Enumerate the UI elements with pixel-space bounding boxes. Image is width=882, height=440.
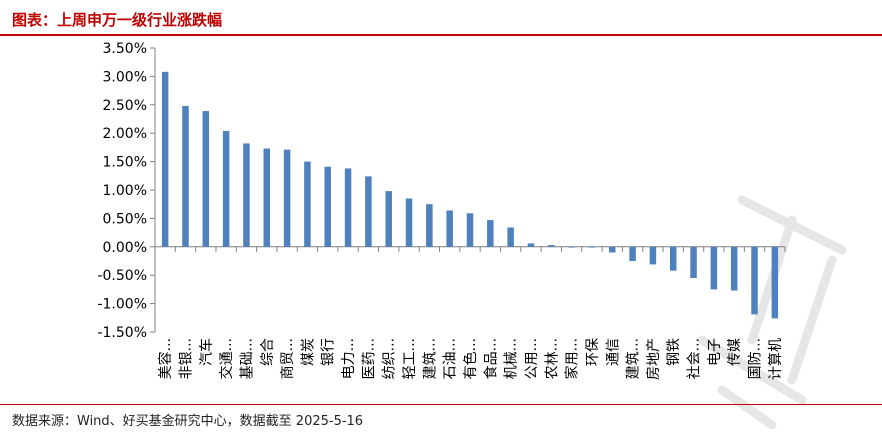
bar [751, 246, 758, 315]
bar [304, 161, 311, 247]
x-tick-label: 轻工... [402, 338, 418, 379]
x-tick-label: 房地产 [646, 338, 662, 380]
y-tick-label: -1.00% [97, 297, 147, 313]
watermark [697, 195, 847, 430]
x-tick-label: 建筑... [626, 338, 642, 379]
x-tick-label: 国防... [748, 338, 764, 379]
bar [487, 220, 494, 247]
x-tick-label: 钢铁 [666, 338, 682, 366]
bar [466, 213, 474, 247]
bar [324, 166, 331, 247]
x-tick-label: 银行 [321, 338, 337, 366]
x-tick-label: 商贸... [280, 338, 296, 379]
bar [385, 191, 392, 247]
x-tick-label: 基础... [238, 338, 255, 379]
bar [263, 148, 271, 247]
source-note: 数据来源：Wind、好买基金研究中心，数据截至 2025-5-16 [12, 414, 364, 429]
x-tick-label: 有色... [462, 338, 479, 379]
bar-chart: 3.50% 3.00% 2.50% 2.00% 1.50% 1.00% 0.50% 0.00%… [97, 41, 786, 380]
bar [527, 243, 535, 247]
y-tick-label: 2.00% [103, 126, 147, 142]
bar [202, 111, 210, 247]
bar [405, 198, 413, 247]
y-tick-label: 3.00% [103, 69, 147, 85]
y-tick-label: 3.50% [103, 41, 147, 57]
bar [771, 246, 779, 319]
bar [446, 210, 453, 247]
x-tick-label: 公用... [524, 338, 540, 379]
bar [507, 227, 514, 247]
bar [222, 130, 230, 247]
bar [182, 105, 189, 247]
bar [161, 71, 169, 247]
y-tick-label: 1.50% [103, 155, 147, 171]
x-tick-label: 美容... [157, 338, 174, 379]
bar [710, 246, 718, 290]
x-tick-label: 综合 [260, 338, 276, 366]
title-bar: 图表：上周申万一级行业涨跌幅 [0, 0, 882, 36]
x-tick-label: 通信 [605, 338, 621, 366]
bar [283, 149, 291, 247]
x-tick-label: 交通... [218, 338, 235, 379]
y-tick-label: 1.00% [103, 183, 147, 199]
bar [649, 246, 657, 265]
x-tick-label: 机械... [504, 338, 520, 379]
x-tick-label: 医药... [361, 338, 377, 379]
x-tick-label: 纺织... [382, 338, 398, 379]
x-tick-label: 电力... [341, 338, 357, 379]
bar [629, 246, 636, 261]
x-tick-label: 环保 [585, 338, 601, 366]
footer-divider [0, 404, 882, 405]
x-tick-label: 社会... [687, 338, 703, 379]
bar [344, 168, 352, 247]
bar [568, 246, 575, 248]
y-tick-label: -0.50% [97, 268, 147, 284]
x-tick-label: 农林... [544, 338, 560, 379]
bar [365, 176, 372, 247]
y-tick-label: 0.50% [103, 211, 147, 227]
bar [669, 246, 677, 271]
y-tick-label: 0.00% [103, 240, 147, 256]
y-tick-label: -1.50% [97, 325, 147, 341]
bar [609, 246, 616, 253]
x-tick-label: 家用... [564, 338, 581, 379]
x-tick-label: 非银... [178, 338, 194, 379]
bar [426, 204, 433, 247]
bar [730, 246, 738, 291]
y-tick-label: 2.50% [103, 98, 147, 114]
bar [243, 143, 250, 247]
x-tick-label: 石油... [443, 338, 459, 379]
title-divider [0, 34, 882, 36]
x-tick-label: 计算机 [768, 338, 784, 380]
x-tick-label: 食品... [482, 338, 499, 379]
bar [588, 246, 596, 248]
x-tick-label: 煤炭 [300, 338, 316, 366]
x-tick-label: 建筑... [422, 338, 438, 379]
bar [690, 246, 697, 279]
x-tick-label: 汽车 [198, 338, 215, 366]
x-tick-label: 电子 [707, 338, 723, 366]
chart-title: 图表：上周申万一级行业涨跌幅 [12, 11, 223, 29]
x-tick-label: 传媒 [727, 338, 743, 366]
bar [548, 245, 555, 247]
